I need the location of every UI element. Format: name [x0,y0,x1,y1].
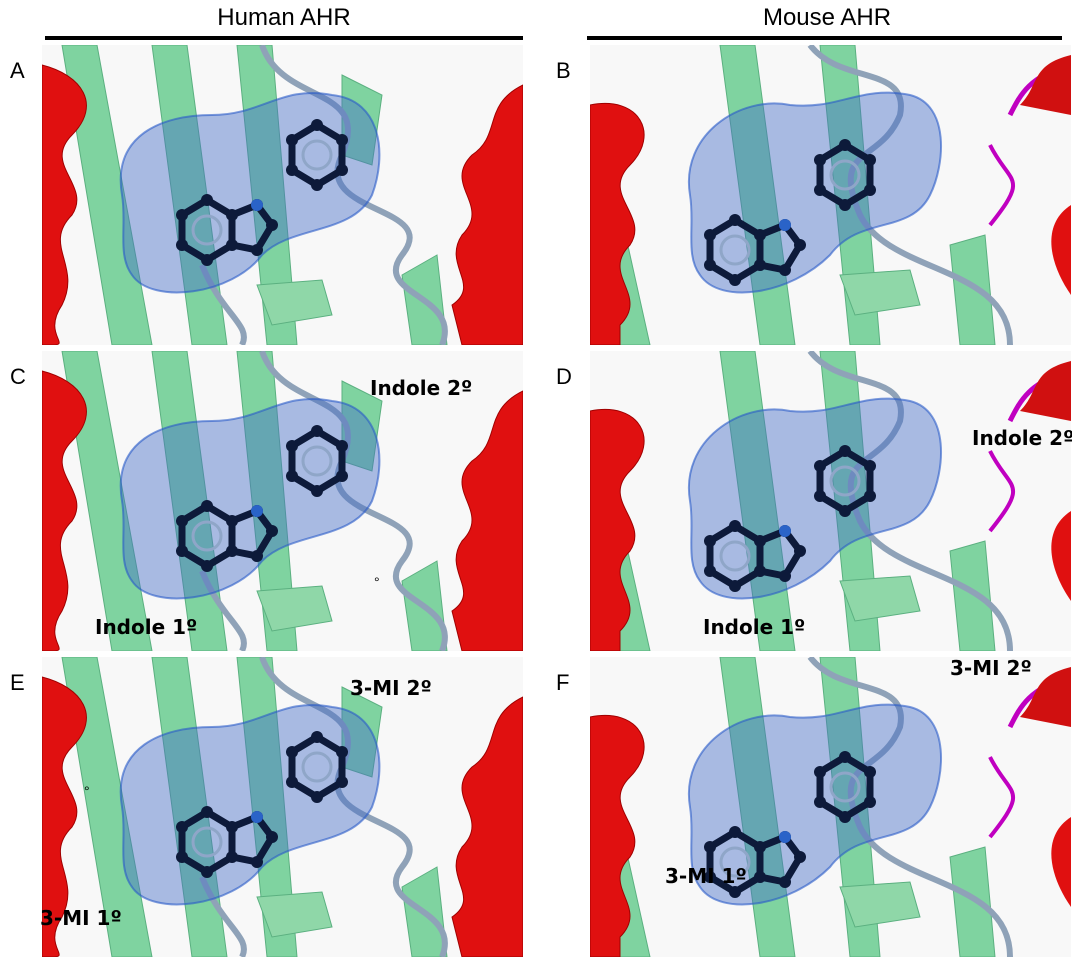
header-rule [45,36,523,40]
ligand-label: 3-MI 1º [40,906,122,930]
stray-mark: ° [374,574,380,590]
ligand-label: Indole 2º [972,426,1072,450]
structure-image [590,657,1071,957]
column-header: Human AHR [217,4,350,31]
panel-letter: F [556,670,569,695]
header-rule [587,36,1062,40]
structure-image [42,45,523,345]
panel-letter: A [10,58,25,83]
column-header: Mouse AHR [763,4,891,31]
panel-letter: E [10,670,25,695]
ligand-label: 3-MI 2º [350,676,432,700]
ligand-label: 3-MI 2º [950,656,1032,680]
panel-letter: D [556,364,572,389]
ligand-label: Indole 1º [703,615,805,639]
page: Human AHR Mouse AHR A B C D E F Indole 2… [0,0,1072,959]
figure: Human AHR Mouse AHR A B C D E F Indole 2… [0,0,1072,959]
structure-image [590,351,1071,651]
ligand-label: Indole 1º [95,615,197,639]
stray-mark: ° [84,783,90,799]
ligand-label: Indole 2º [370,376,472,400]
panel-letter: B [556,58,571,83]
ligand-label: 3-MI 1º [665,864,747,888]
panel-letter: C [10,364,26,389]
structure-image [590,45,1071,345]
